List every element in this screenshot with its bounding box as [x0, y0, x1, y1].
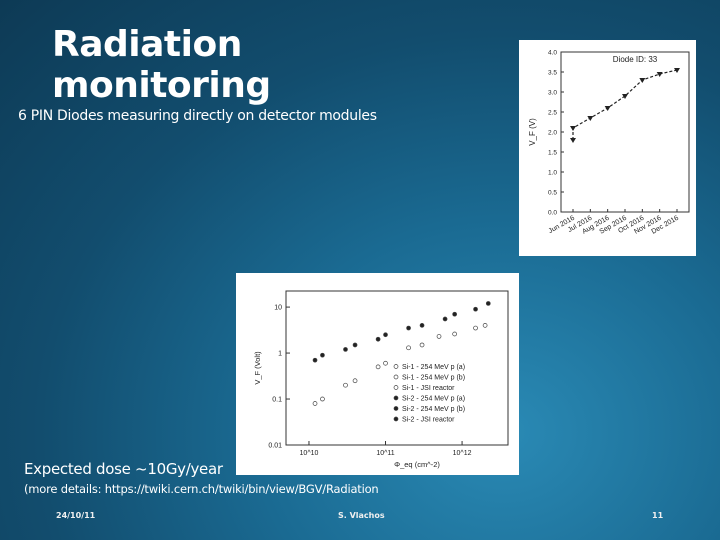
- legend-entry: Si-1 - 254 MeV p (a): [402, 364, 465, 371]
- data-point: [570, 126, 576, 131]
- legend-marker: [393, 395, 399, 401]
- y-tick-label: 1: [278, 351, 282, 358]
- y-tick-label: 4.0: [548, 50, 557, 57]
- data-point: [473, 306, 478, 312]
- data-point: [587, 116, 594, 121]
- y-tick-label: 1.0: [548, 170, 557, 177]
- footer-date: 24/10/11: [56, 511, 96, 520]
- y-tick-label: 0.01: [268, 443, 282, 450]
- data-point: [383, 360, 388, 366]
- data-point: [482, 323, 488, 328]
- fluence-chart-panel: 10^10 10^11 10^12 0.01 0.1 1 10 Φ_eq (cm^-2) V_F…: [236, 273, 519, 475]
- details-link-text: (more details: https://twiki.cern.ch/twi…: [24, 482, 379, 496]
- legend-marker: [393, 364, 399, 369]
- data-point: [375, 336, 381, 342]
- data-point: [343, 382, 348, 388]
- legend-entry: Si-2 - JSI reactor: [402, 417, 455, 424]
- legend-marker: [393, 385, 399, 390]
- y-tick-label: 10: [274, 305, 282, 312]
- data-point: [352, 342, 358, 348]
- data-point: [442, 316, 448, 322]
- legend-marker: [393, 416, 399, 422]
- slide-title: Radiation monitoring: [52, 24, 271, 106]
- data-point: [452, 311, 458, 317]
- data-point: [674, 68, 680, 73]
- chart-title: Diode ID: 33: [613, 55, 658, 64]
- data-point: [419, 323, 425, 328]
- y-tick-label: 2.0: [548, 130, 557, 137]
- y-tick-label: 0.0: [548, 210, 557, 217]
- legend-marker: [393, 374, 399, 380]
- data-point: [406, 345, 411, 351]
- data-point: [419, 342, 425, 348]
- data-point: [320, 352, 325, 358]
- data-point: [639, 78, 646, 83]
- y-tick-label: 1.5: [548, 150, 557, 157]
- data-point: [485, 301, 491, 306]
- y-tick-label: 3.0: [548, 90, 557, 97]
- y-axis-label: V_F (V): [528, 118, 537, 146]
- legend-marker: [393, 406, 399, 411]
- x-tick-label: 10^11: [376, 450, 394, 457]
- diode-chart-panel: Diode ID: 33 0.0 0.5 1.0 1.5 2.0 2.5 3.0 3.5 4.0 J…: [519, 40, 696, 256]
- data-point: [383, 332, 388, 338]
- footer-author: S. Vlachos: [338, 511, 385, 520]
- data-point: [375, 364, 381, 370]
- x-tick-label: 10^10: [300, 450, 319, 457]
- legend-entry: Si-2 - 254 MeV p (a): [402, 396, 465, 403]
- legend-entry: Si-1 - 254 MeV p (b): [402, 375, 465, 382]
- data-point: [352, 378, 358, 384]
- y-tick-label: 3.5: [548, 70, 557, 77]
- y-tick-label: 0.5: [548, 190, 557, 197]
- plot-frame: [560, 51, 690, 213]
- legend-entry: Si-1 - JSI reactor: [402, 385, 455, 392]
- y-axis-label: V_F (Volt): [253, 351, 262, 385]
- data-point: [656, 72, 663, 77]
- legend-entry: Si-2 - 254 MeV p (b): [402, 406, 465, 413]
- data-point: [406, 325, 411, 331]
- data-point: [343, 347, 348, 352]
- plot-frame: [285, 290, 509, 446]
- x-tick-label: 10^12: [453, 450, 472, 457]
- diode-voltage-chart: Diode ID: 330.00.51.01.52.02.53.03.54.0J…: [528, 50, 690, 236]
- data-point: [320, 396, 325, 402]
- x-axis-label: Φ_eq (cm^-2): [394, 460, 440, 469]
- footer-page-number: 11: [652, 511, 664, 520]
- y-tick-label: 0.1: [272, 397, 282, 404]
- data-point: [570, 138, 576, 143]
- data-point: [473, 325, 478, 331]
- data-point: [604, 106, 611, 111]
- data-point: [452, 331, 458, 337]
- expected-dose-text: Expected dose ~10Gy/year: [24, 460, 223, 478]
- data-point: [622, 94, 628, 99]
- series-line: [572, 69, 678, 140]
- data-point: [312, 401, 318, 406]
- fluence-voltage-chart: 10^10 10^11 10^12 0.01 0.1 1 10 Φ_eq (cm^-2) V_F…: [253, 290, 509, 469]
- data-point: [312, 357, 318, 363]
- y-tick-label: 2.5: [548, 110, 557, 117]
- slide-subtitle: 6 PIN Diodes measuring directly on detec…: [18, 108, 377, 124]
- data-point: [436, 334, 442, 339]
